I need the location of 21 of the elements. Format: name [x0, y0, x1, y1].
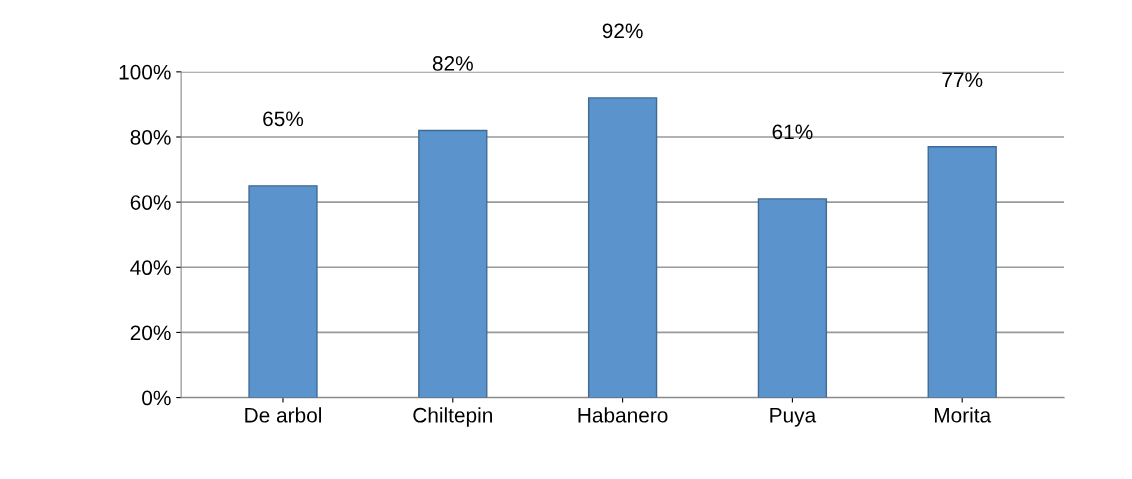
bar: [587, 97, 658, 398]
data-label: 82%: [432, 56, 473, 71]
y-tick-label: 60%: [130, 195, 171, 210]
y-tick-label: 0%: [142, 390, 171, 406]
x-tick-label: De arbol: [245, 407, 321, 423]
data-label: 65%: [263, 111, 304, 127]
bar: [757, 198, 828, 398]
y-tick-label: 20%: [130, 325, 171, 341]
y-tick-label: 80%: [130, 130, 171, 145]
bar: [248, 185, 318, 398]
x-tick-label: Morita: [934, 407, 992, 423]
y-tick-label: 100%: [119, 64, 171, 80]
x-tick-label: Chiltepin: [413, 407, 492, 427]
x-tick-label: Habanero: [578, 407, 668, 423]
data-label: 61%: [772, 124, 813, 140]
bar: [927, 146, 997, 398]
bar: [418, 129, 488, 398]
data-label: 92%: [602, 23, 643, 39]
x-tick-label: Puya: [770, 408, 817, 427]
data-label: 77%: [942, 72, 983, 88]
y-tick-label: 40%: [130, 260, 171, 276]
